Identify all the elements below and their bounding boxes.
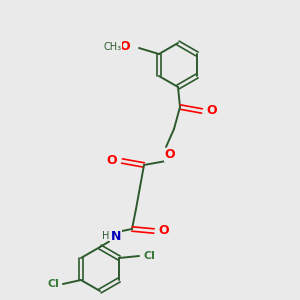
Text: N: N — [111, 230, 121, 242]
Text: H: H — [102, 231, 110, 241]
Text: O: O — [165, 148, 175, 161]
Text: Cl: Cl — [143, 251, 155, 261]
Text: O: O — [207, 104, 217, 118]
Text: CH₃: CH₃ — [104, 42, 122, 52]
Text: O: O — [159, 224, 169, 238]
Text: O: O — [120, 40, 130, 53]
Text: Cl: Cl — [47, 279, 59, 289]
Text: O: O — [107, 154, 117, 167]
